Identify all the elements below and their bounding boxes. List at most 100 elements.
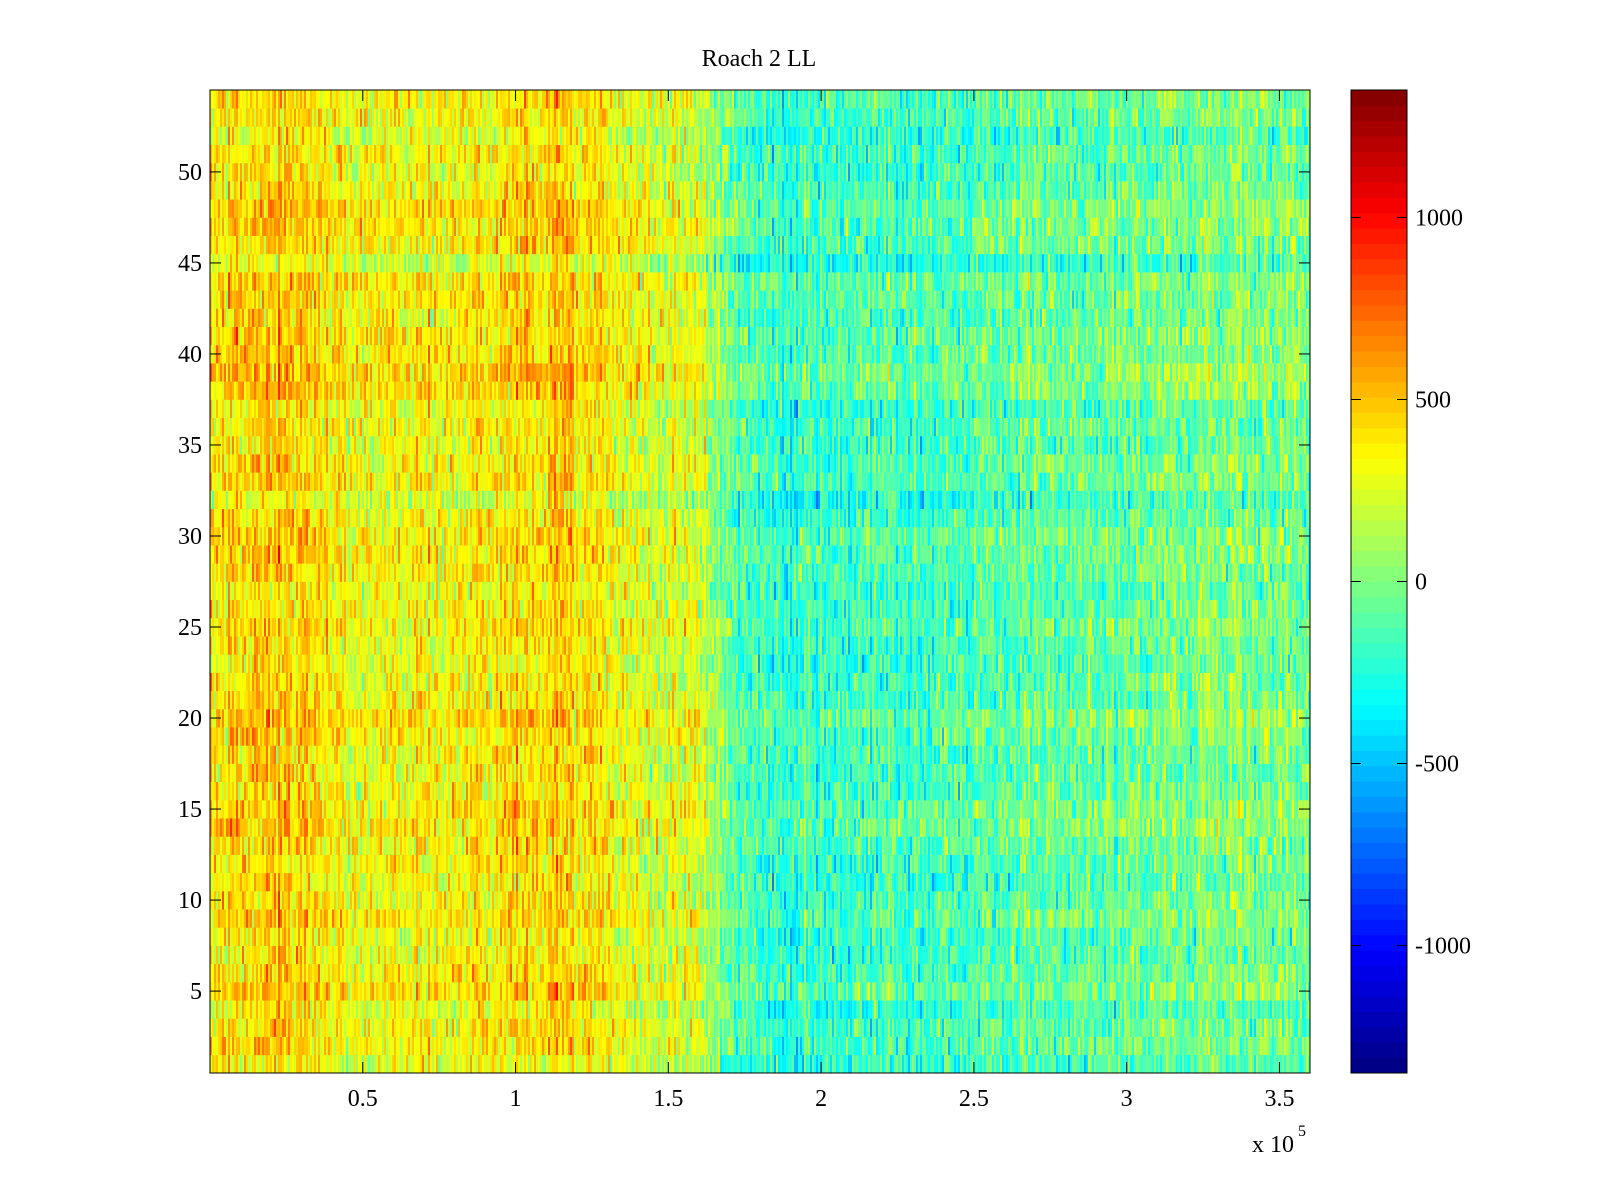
heatmap-cell bbox=[1298, 946, 1300, 965]
heatmap-cell bbox=[934, 1037, 936, 1056]
heatmap-cell bbox=[244, 1037, 246, 1056]
heatmap-cell bbox=[384, 946, 386, 965]
heatmap-cell bbox=[352, 982, 354, 1001]
heatmap-cell bbox=[944, 1055, 946, 1074]
heatmap-cell bbox=[696, 1018, 698, 1037]
heatmap-cell bbox=[474, 1018, 476, 1037]
heatmap-cell bbox=[850, 1018, 852, 1037]
heatmap-cell bbox=[272, 1000, 274, 1019]
heatmap-cell bbox=[732, 1000, 734, 1019]
heatmap-cell bbox=[566, 1055, 568, 1074]
heatmap-cell bbox=[1124, 1018, 1126, 1037]
heatmap-cell bbox=[468, 927, 470, 946]
heatmap-cell bbox=[1216, 1000, 1218, 1019]
heatmap-cell bbox=[934, 964, 936, 983]
heatmap-cell bbox=[302, 946, 304, 965]
heatmap-cell bbox=[1058, 964, 1060, 983]
heatmap-cell bbox=[320, 982, 322, 1001]
heatmap-cell bbox=[1278, 1037, 1280, 1056]
heatmap-cell bbox=[910, 1000, 912, 1019]
heatmap-cell bbox=[1096, 1037, 1098, 1056]
heatmap-cell bbox=[1162, 1037, 1164, 1056]
heatmap-cell bbox=[1072, 1000, 1074, 1019]
heatmap-cell bbox=[874, 982, 876, 1001]
heatmap-cell bbox=[1058, 982, 1060, 1001]
heatmap-cell bbox=[1306, 1037, 1308, 1056]
heatmap-cell bbox=[236, 1055, 238, 1074]
heatmap-cell bbox=[1120, 1055, 1122, 1074]
heatmap-cell bbox=[460, 982, 462, 1001]
heatmap-cell bbox=[582, 1000, 584, 1019]
heatmap-cell bbox=[610, 1000, 612, 1019]
heatmap-cell bbox=[1190, 982, 1192, 1001]
heatmap-cell bbox=[682, 946, 684, 965]
heatmap-cell bbox=[1236, 982, 1238, 1001]
heatmap-cell bbox=[1098, 982, 1100, 1001]
heatmap-cell bbox=[638, 964, 640, 983]
heatmap-cell bbox=[964, 982, 966, 1001]
heatmap-cell bbox=[338, 964, 340, 983]
heatmap-cell bbox=[990, 1018, 992, 1037]
heatmap-cell bbox=[862, 1000, 864, 1019]
heatmap-cell bbox=[448, 1037, 450, 1056]
heatmap-cell bbox=[1214, 946, 1216, 965]
heatmap-cell bbox=[854, 946, 856, 965]
heatmap-cell bbox=[912, 1037, 914, 1056]
heatmap-cell bbox=[902, 982, 904, 1001]
heatmap-cell bbox=[412, 964, 414, 983]
heatmap-cell bbox=[884, 1037, 886, 1056]
heatmap-cell bbox=[432, 927, 434, 946]
heatmap-cell bbox=[622, 1000, 624, 1019]
heatmap-cell bbox=[302, 1055, 304, 1074]
heatmap-cell bbox=[1284, 1055, 1286, 1074]
heatmap-cell bbox=[1296, 1055, 1298, 1074]
heatmap-cell bbox=[480, 982, 482, 1001]
heatmap-cell bbox=[1286, 1000, 1288, 1019]
heatmap-cell bbox=[940, 1037, 942, 1056]
heatmap-cell bbox=[462, 927, 464, 946]
heatmap-cell bbox=[782, 964, 784, 983]
heatmap-cell bbox=[420, 1000, 422, 1019]
heatmap-cell bbox=[470, 1055, 472, 1074]
heatmap-cell bbox=[804, 1037, 806, 1056]
heatmap-cell bbox=[1068, 1055, 1070, 1074]
heatmap-cell bbox=[974, 1018, 976, 1037]
heatmap-cell bbox=[320, 927, 322, 946]
heatmap-cell bbox=[574, 927, 576, 946]
heatmap-cell bbox=[718, 964, 720, 983]
heatmap-cell bbox=[398, 1018, 400, 1037]
heatmap-cell bbox=[1184, 1055, 1186, 1074]
heatmap-cell bbox=[726, 1000, 728, 1019]
heatmap-cell bbox=[1290, 946, 1292, 965]
heatmap-cell bbox=[694, 1037, 696, 1056]
heatmap-cell bbox=[948, 1055, 950, 1074]
heatmap-cell bbox=[796, 1018, 798, 1037]
heatmap-cell bbox=[794, 964, 796, 983]
heatmap-cell bbox=[296, 1055, 298, 1074]
heatmap-cell bbox=[482, 964, 484, 983]
heatmap-cell bbox=[1106, 1055, 1108, 1074]
heatmap-cell bbox=[448, 1000, 450, 1019]
heatmap-cell bbox=[678, 1018, 680, 1037]
heatmap-cell bbox=[638, 1000, 640, 1019]
heatmap-cell bbox=[576, 1018, 578, 1037]
heatmap-cell bbox=[282, 1055, 284, 1074]
heatmap-cell bbox=[284, 1037, 286, 1056]
heatmap-cell bbox=[1104, 982, 1106, 1001]
heatmap-cell bbox=[646, 1037, 648, 1056]
heatmap-cell bbox=[312, 946, 314, 965]
heatmap-cell bbox=[1100, 964, 1102, 983]
heatmap-cell bbox=[280, 982, 282, 1001]
heatmap-cell bbox=[1058, 946, 1060, 965]
heatmap-cell bbox=[1184, 946, 1186, 965]
heatmap-cell bbox=[1198, 1018, 1200, 1037]
heatmap-cell bbox=[1212, 964, 1214, 983]
heatmap-cell bbox=[1084, 1055, 1086, 1074]
heatmap-cell bbox=[228, 982, 230, 1001]
heatmap-cell bbox=[494, 946, 496, 965]
heatmap-cell bbox=[920, 1037, 922, 1056]
heatmap-cell bbox=[1258, 1037, 1260, 1056]
heatmap-cell bbox=[444, 1018, 446, 1037]
heatmap-cell bbox=[1286, 964, 1288, 983]
heatmap-cell bbox=[596, 964, 598, 983]
